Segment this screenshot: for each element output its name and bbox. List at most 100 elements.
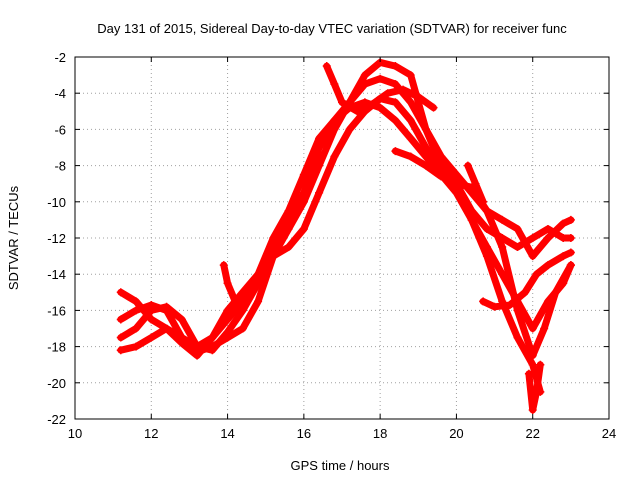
x-tick-label: 14: [220, 426, 234, 441]
data-point-track-3: [132, 342, 141, 351]
data-point-track-4: [528, 360, 537, 369]
data-point-track-2: [406, 98, 415, 107]
data-point-track-4: [223, 306, 232, 315]
data-point-track-3: [498, 270, 507, 279]
data-point-track-2: [513, 243, 522, 252]
data-point-track-2: [208, 346, 217, 355]
data-point-track-2: [360, 80, 369, 89]
x-tick-label: 18: [373, 426, 387, 441]
data-point-track-5: [414, 92, 423, 101]
data-point-track-8: [223, 279, 232, 288]
series-line-track-10: [525, 361, 544, 414]
data-point-track-7: [505, 300, 514, 309]
data-point-track-7: [479, 297, 488, 306]
y-tick-label: -16: [47, 303, 66, 318]
data-point-track-4: [162, 306, 171, 315]
y-tick-label: -18: [47, 340, 66, 355]
data-point-track-6: [391, 147, 400, 156]
x-tick-label: 22: [525, 426, 539, 441]
data-point-track-4: [132, 306, 141, 315]
axis-ticks: 10 12 14 16 18 20 22 24 -2 -4 -6 -8 -10 -12 -14 -16 -18 -…: [47, 50, 616, 441]
data-point-track-4: [482, 252, 491, 261]
data-point-track-10: [536, 360, 545, 369]
series-line-track-3: [117, 95, 575, 360]
data-point-track-3: [269, 252, 278, 261]
data-point-track-6: [528, 351, 537, 360]
x-tick-label: 10: [68, 426, 82, 441]
y-tick-label: -4: [54, 86, 66, 101]
data-point-track-4: [208, 333, 217, 342]
data-point-track-3: [406, 116, 415, 125]
data-point-track-10: [528, 405, 537, 414]
data-point-track-3: [238, 297, 247, 306]
data-point-track-2: [223, 328, 232, 337]
data-point-track-6: [513, 306, 522, 315]
data-point-track-2: [559, 234, 568, 242]
x-tick-label: 20: [449, 426, 463, 441]
data-point-track-2: [177, 315, 186, 324]
x-tick-label: 24: [602, 426, 616, 441]
data-point-track-1: [238, 324, 247, 333]
data-point-track-3: [330, 152, 339, 161]
data-point-track-1: [498, 215, 507, 224]
data-point-track-10: [532, 387, 541, 396]
data-point-track-2: [543, 224, 552, 233]
data-point-track-6: [551, 288, 560, 297]
data-point-track-7: [521, 288, 530, 297]
data-point-track-4: [254, 270, 263, 279]
data-point-track-3: [345, 125, 354, 134]
data-point-track-5: [399, 85, 408, 94]
y-axis-label: SDTVAR / TECUs: [6, 185, 21, 290]
data-point-track-3: [391, 98, 400, 107]
data-point-track-4: [116, 315, 125, 324]
data-point-track-6: [482, 206, 491, 215]
data-point-track-6: [566, 261, 575, 270]
data-point-track-1: [254, 297, 263, 306]
data-point-track-8: [219, 261, 228, 270]
data-point-track-4: [406, 134, 415, 143]
data-point-track-1: [543, 234, 552, 242]
series-layer: [116, 58, 575, 414]
y-tick-label: -22: [47, 412, 66, 427]
data-point-track-3: [528, 324, 537, 333]
data-point-track-6: [406, 152, 415, 161]
data-point-track-4: [177, 333, 186, 342]
data-point-track-5: [383, 89, 392, 98]
data-point-track-2: [421, 125, 430, 134]
data-point-track-7: [532, 270, 541, 279]
data-point-track-2: [116, 333, 125, 342]
data-point-track-5: [330, 80, 339, 89]
data-point-track-6: [421, 161, 430, 170]
data-point-track-5: [322, 62, 331, 71]
data-point-track-2: [238, 306, 247, 315]
data-point-track-7: [543, 261, 552, 270]
data-point-track-10: [524, 369, 533, 378]
data-point-track-9: [471, 179, 480, 188]
y-tick-label: -6: [54, 122, 66, 137]
data-point-track-8: [231, 297, 240, 306]
data-point-track-1: [132, 297, 141, 306]
data-point-track-2: [566, 234, 575, 242]
data-point-track-1: [147, 315, 156, 324]
data-point-track-5: [429, 103, 438, 112]
data-point-track-4: [330, 116, 339, 125]
data-point-track-3: [421, 143, 430, 152]
data-point-track-4: [269, 234, 278, 242]
data-point-track-4: [391, 116, 400, 125]
data-point-track-2: [528, 234, 537, 242]
data-point-track-3: [284, 243, 293, 252]
data-point-track-3: [299, 224, 308, 233]
data-point-track-1: [360, 71, 369, 80]
data-point-track-3: [162, 324, 171, 333]
data-point-track-7: [566, 248, 575, 257]
data-point-track-4: [376, 103, 385, 112]
data-point-track-2: [132, 324, 141, 333]
data-point-track-4: [467, 215, 476, 224]
data-point-track-1: [452, 170, 461, 179]
y-tick-label: -20: [47, 376, 66, 391]
data-point-track-3: [193, 351, 202, 360]
y-tick-label: -14: [47, 267, 66, 282]
x-tick-label: 12: [144, 426, 158, 441]
data-point-track-1: [391, 62, 400, 71]
